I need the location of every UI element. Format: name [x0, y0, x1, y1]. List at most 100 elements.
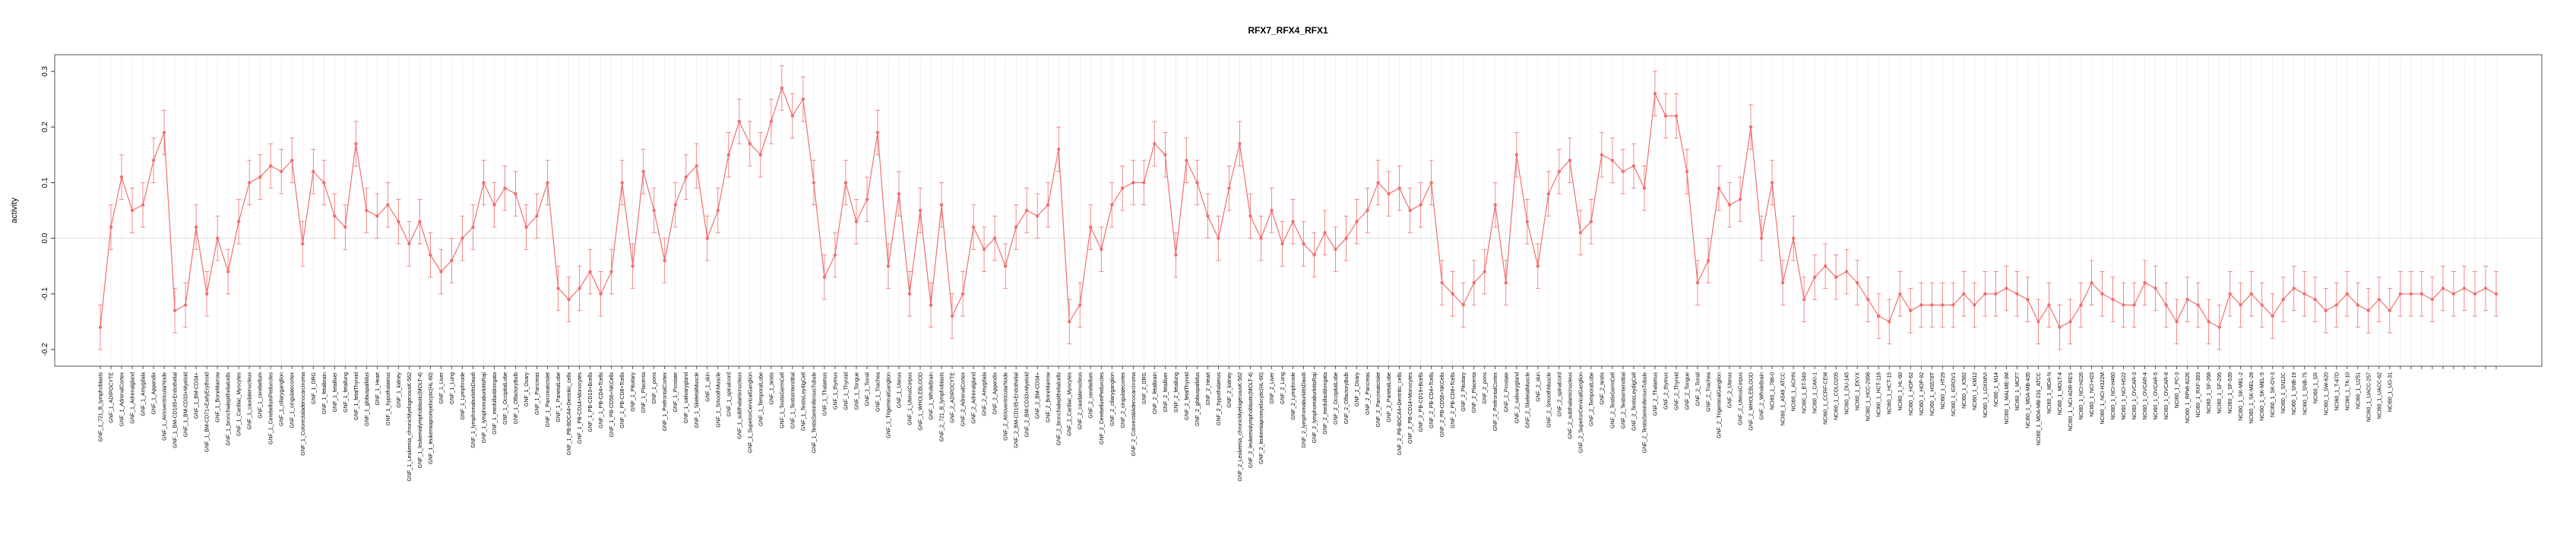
data-point [1888, 320, 1891, 324]
x-tick-label: GNF_1_TestisSeminiferousTubule [812, 372, 817, 453]
data-point [2111, 297, 2115, 302]
data-point [1397, 186, 1401, 190]
x-tick-label: GNF_1_ciliaryganglion [280, 372, 285, 426]
data-point [1717, 186, 1721, 190]
x-tick-label: GNF_2_AtrioventricularNode [1004, 372, 1009, 441]
x-tick-label: GNF_1_Leukemia_chronicMyelogenousK-562 [407, 372, 413, 482]
data-point [1100, 248, 1103, 251]
x-tick-label: GNF_2_Tongue [1685, 372, 1690, 410]
data-point [386, 203, 390, 207]
data-point [1802, 297, 1806, 302]
data-point [2334, 303, 2338, 307]
data-point [1568, 158, 1572, 163]
data-point [780, 86, 784, 90]
data-point [2047, 303, 2051, 307]
data-point [1259, 236, 1263, 240]
x-tick-label: NCI60_1_SK-OV-3 [2271, 372, 2276, 417]
x-tick-label: GNF_1_lymphomaburkittsRaji [482, 372, 487, 444]
x-tick-label: NCI60_1_DU-145 [1845, 372, 1850, 415]
data-point [1195, 181, 1199, 185]
x-tick-label: NCI60_1_NCI-H522 [2122, 372, 2127, 420]
x-tick-label: GNF_1_TestisLeydigCell [801, 372, 806, 431]
x-tick-label: NCI60_1_SN12C [2281, 372, 2286, 413]
x-tick-label: GNF_2_PB-CD14+Monocytes [1408, 372, 1413, 444]
data-point [1919, 303, 1923, 307]
x-tick-label: GNF_1_lymphomaburkittsDaudi [471, 372, 476, 448]
x-tick-label: GNF_2_WHOLEBLOOD [1749, 372, 1755, 431]
data-point [98, 325, 103, 329]
x-tick-label: NCI60_1_HS578T [1930, 372, 1935, 416]
x-tick-label: GNF_1_ParietalLobe [556, 372, 562, 422]
data-point [2058, 325, 2062, 329]
data-point [1770, 181, 1774, 185]
data-point [2281, 297, 2285, 302]
data-point [1685, 169, 1689, 173]
data-point [1057, 147, 1061, 151]
x-tick-label: GNF_1_TemporalLobe [758, 372, 764, 426]
data-point [439, 270, 443, 274]
data-point [2207, 320, 2210, 324]
x-tick-label: GNF_2_Pancreas [1366, 372, 1371, 416]
data-point [1973, 303, 1976, 307]
x-tick-label: GNF_1_Colorectaladenocarcinoma [301, 372, 306, 456]
data-point [226, 270, 230, 274]
data-point [2494, 292, 2498, 296]
x-tick-label: GNF_2_caudatenucleus [1078, 372, 1084, 430]
x-tick-label: GNF_2_PB-CD56+NKCells [1440, 372, 1445, 438]
x-tick-label: GNF_2_Appendix [993, 372, 998, 415]
data-point [535, 214, 539, 218]
data-point [950, 314, 954, 318]
x-tick-label: GNF_2_BM-CD105+Endothelial [1014, 372, 1020, 448]
x-tick-label: NCI60_1_HOP-92 [1919, 372, 1925, 416]
x-tick-label: GNF_2_SuperiorCervicalGanglion [1578, 372, 1584, 453]
data-point [1376, 181, 1380, 185]
x-tick-label: GNF_1_PB-CD4+Tcells [599, 372, 604, 428]
data-point [1504, 280, 1508, 285]
data-point [1493, 203, 1497, 207]
y-axis: -0.2 -0.1 0.0 0.1 0.2 0.3 [41, 66, 55, 356]
data-point [2441, 286, 2445, 290]
x-tick-label: GNF_2_cingulatecortex [1121, 372, 1126, 428]
x-tick-label: NCI60_1_K562 [1962, 372, 1967, 409]
x-tick-label: GNF_2_Prostate [1504, 372, 1509, 413]
data-point [620, 181, 624, 185]
x-tick-label: NCI60_1_SK-MEL-2 [2239, 372, 2244, 421]
data-point [1280, 242, 1284, 246]
data-point [695, 164, 698, 168]
x-tick-label: GNF_2_cerebellum [1089, 372, 1094, 419]
data-point [801, 97, 805, 101]
data-point [204, 292, 209, 296]
data-point [2154, 286, 2157, 290]
x-tick-label: GNF_1_bronchialepithelialcells [226, 372, 232, 446]
x-tick-label: GNF_2_fetallung [1174, 372, 1179, 413]
x-tick-label: GNF_1_spinalcord [726, 372, 732, 416]
x-tick-label: GNF_2_leukemiapromyelocytic(HL-60) [1259, 372, 1264, 464]
data-point [1546, 191, 1551, 196]
data-point [1578, 231, 1583, 235]
data-point [982, 248, 986, 251]
data-point [1110, 203, 1114, 207]
x-tick-label: GNF_1_Pancreas [535, 372, 540, 416]
data-point [1429, 181, 1433, 185]
data-point [918, 208, 922, 213]
grid-lines [55, 55, 2542, 366]
data-point [886, 264, 891, 268]
data-point [652, 208, 656, 213]
data-point [514, 191, 517, 196]
x-tick-label: GNF_1_PancreaticIslet [546, 372, 551, 427]
data-point [482, 181, 486, 185]
data-point [1387, 191, 1391, 196]
x-tick-label: NCI60_1_HL-60 [1898, 372, 1904, 411]
data-point [301, 242, 305, 246]
data-point [960, 292, 965, 296]
data-point [2217, 325, 2221, 329]
x-tick-label: GNF_1_Uterus [897, 372, 903, 409]
x-tick-label: NCI60_1_OVCAR-3 [2132, 372, 2138, 420]
x-tick-label: GNF_2_TrigeminalGanglion [1717, 372, 1723, 438]
data-point [280, 169, 283, 173]
data-point [673, 203, 677, 207]
x-tick-label: NCI60_1_RPMI-8226 [2185, 372, 2191, 423]
data-point [1738, 198, 1742, 201]
x-tick-label: GNF_1_fetallung [343, 372, 349, 413]
data-point [1142, 181, 1146, 185]
